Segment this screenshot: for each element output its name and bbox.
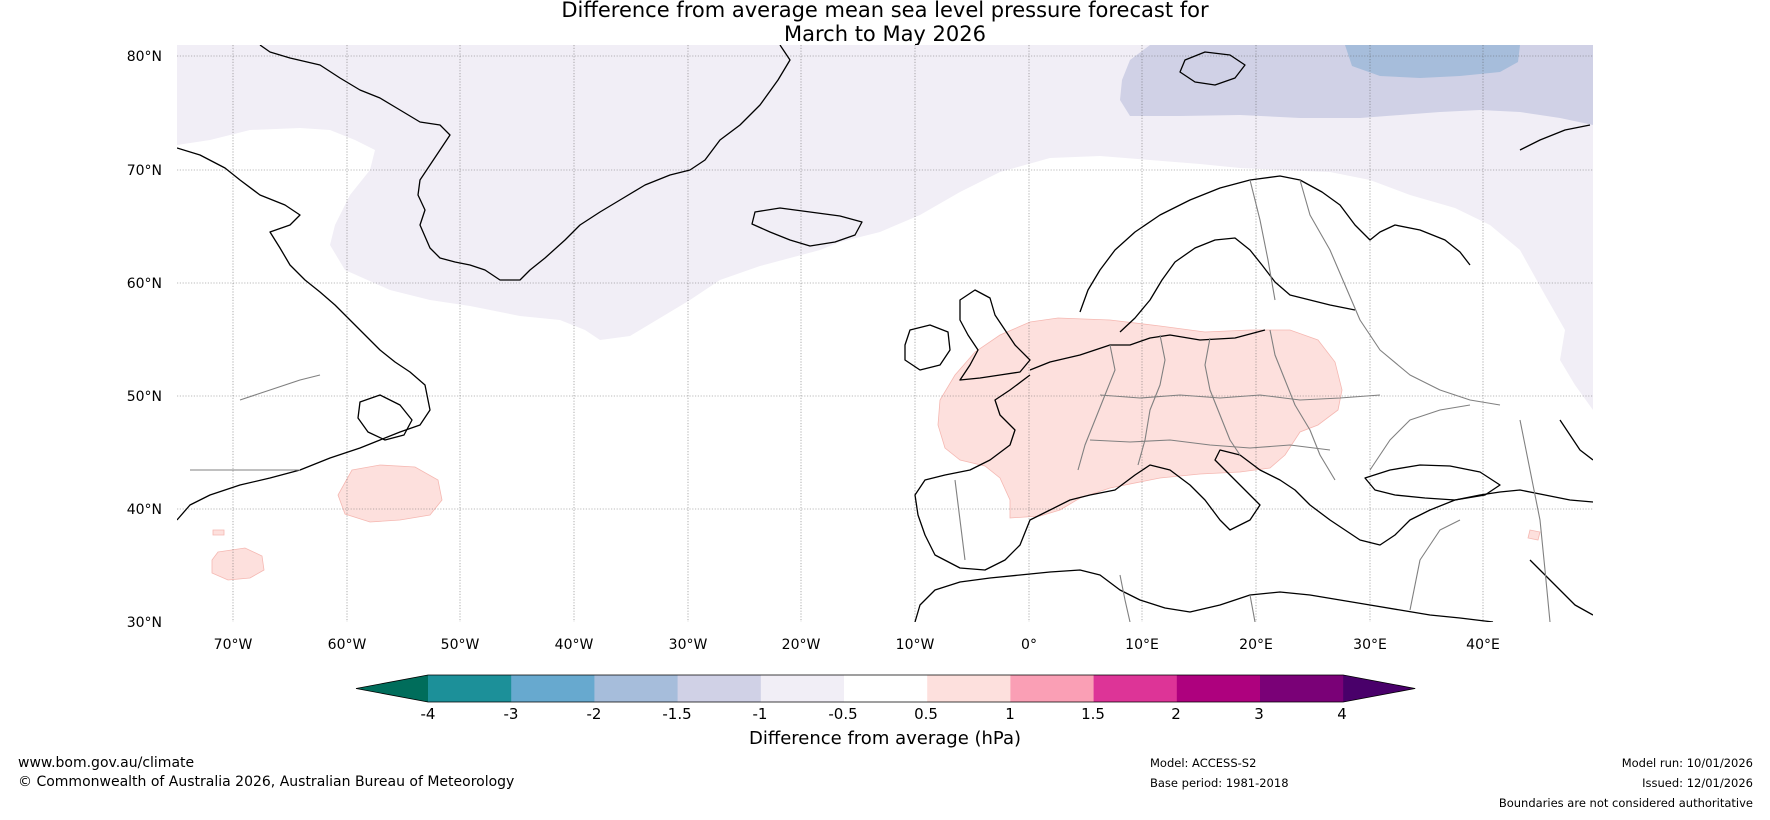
lon-label: 0°: [1021, 637, 1037, 653]
website-link[interactable]: www.bom.gov.au/climate: [18, 755, 195, 771]
legend-swatch: [677, 675, 762, 702]
legend-swatch: [594, 675, 679, 702]
title-line-2: March to May 2026: [784, 22, 986, 46]
longitude-labels: 70°W 60°W 50°W 40°W 30°W 20°W 10°W 0° 10…: [214, 637, 1500, 653]
lon-label: 40°E: [1466, 637, 1500, 653]
legend-swatch: [1010, 675, 1095, 702]
anomaly-region-pink-atlantic-1: [337, 464, 443, 523]
color-legend: [355, 674, 1416, 703]
legend-swatch: [844, 675, 928, 702]
legend-swatch: [1343, 675, 1416, 702]
coastline-caspian-region: [1559, 419, 1593, 461]
country-borders: [190, 179, 1551, 622]
footer-left: www.bom.gov.au/climate © Commonwealth of…: [18, 754, 514, 792]
coastline-ireland: [904, 324, 951, 371]
model-run-text: Model run: 10/01/2026: [1621, 756, 1753, 770]
legend-swatch: [511, 675, 595, 702]
base-period-text: Base period: 1981-2018: [1150, 776, 1289, 790]
anomaly-region-light-lavender: [177, 45, 1593, 410]
lon-label: 10°E: [1125, 637, 1159, 653]
legend-tick: -0.5: [828, 705, 857, 723]
lat-label: 60°N: [127, 276, 162, 292]
title-line-1: Difference from average mean sea level p…: [561, 0, 1209, 22]
lon-label: 30°E: [1353, 637, 1387, 653]
anomaly-region-pink-aegean: [1527, 529, 1541, 541]
legend-swatch: [1093, 675, 1178, 702]
legend-title: Difference from average (hPa): [749, 728, 1021, 749]
coastline-labrador: [177, 147, 431, 521]
gridlines: [177, 45, 1593, 622]
coastline-france-iberia: [914, 374, 1593, 571]
legend-tick: 0.5: [914, 705, 938, 723]
legend-tick: -2: [587, 705, 602, 723]
legend-tick: 1.5: [1081, 705, 1105, 723]
lat-label: 30°N: [127, 615, 162, 631]
disclaimer-text: Boundaries are not considered authoritat…: [1498, 796, 1753, 810]
coastline-great-britain: [959, 289, 1031, 381]
lon-label: 30°W: [669, 637, 708, 653]
legend-swatch: [760, 675, 845, 702]
coastline-svalbard: [1179, 51, 1246, 86]
anomaly-region-pink-atlantic-2: [211, 547, 265, 581]
anomaly-shading: [177, 45, 1593, 581]
chart-title: Difference from average mean sea level p…: [0, 0, 1770, 46]
legend-tick: 3: [1254, 705, 1264, 723]
coastline-iceland: [751, 207, 863, 247]
lon-label: 70°W: [214, 637, 253, 653]
legend-swatch: [428, 675, 512, 702]
map-panel: [177, 45, 1593, 622]
coastline-western-europe: [1029, 329, 1266, 371]
coastline-novaya-zemlya: [1519, 124, 1591, 151]
lat-label: 70°N: [127, 163, 162, 179]
coastline-sweden-finland: [1119, 237, 1356, 333]
lon-label: 20°W: [782, 637, 821, 653]
legend-tick-labels: -4 -3 -2 -1.5 -1 -0.5 0.5 1 1.5 2 3 4: [421, 705, 1347, 723]
legend-swatch: [356, 675, 428, 702]
footer-right: Model run: 10/01/2026 Issued: 12/01/2026…: [1499, 753, 1753, 813]
anomaly-region-pink-europe: [937, 317, 1343, 519]
legend-swatch: [927, 675, 1011, 702]
lon-label: 60°W: [328, 637, 367, 653]
lon-label: 40°W: [555, 637, 594, 653]
legend-tick: -3: [504, 705, 519, 723]
lon-label: 10°W: [896, 637, 935, 653]
legend-outline: [355, 674, 1416, 703]
coastline-east: [1529, 559, 1593, 616]
latitude-labels: 80°N 70°N 60°N 50°N 40°N 30°N: [127, 49, 162, 631]
footer-middle: Model: ACCESS-S2 Base period: 1981-2018: [1150, 753, 1289, 793]
coastline-black-sea: [1364, 464, 1501, 501]
coastline-greenland: [259, 45, 791, 281]
legend-tick: -4: [421, 705, 436, 723]
lat-label: 80°N: [127, 49, 162, 65]
model-text: Model: ACCESS-S2: [1150, 756, 1257, 770]
anomaly-region-pink-atlantic-3: [212, 529, 225, 536]
legend-swatch: [1176, 675, 1261, 702]
anomaly-region-blue-grey: [1345, 45, 1520, 78]
legend-tick: 2: [1171, 705, 1181, 723]
issued-text: Issued: 12/01/2026: [1642, 776, 1753, 790]
lat-label: 50°N: [127, 389, 162, 405]
lat-label: 40°N: [127, 502, 162, 518]
legend-tick: -1.5: [662, 705, 691, 723]
lon-label: 50°W: [441, 637, 480, 653]
legend-tick: 1: [1005, 705, 1015, 723]
coastline-north-africa: [914, 569, 1494, 622]
legend-tick: -1: [753, 705, 768, 723]
coastline-newfoundland: [357, 394, 413, 441]
copyright-text: © Commonwealth of Australia 2026, Austra…: [18, 774, 515, 790]
lon-label: 20°E: [1239, 637, 1273, 653]
legend-tick: 4: [1337, 705, 1347, 723]
legend-swatch: [1260, 675, 1344, 702]
